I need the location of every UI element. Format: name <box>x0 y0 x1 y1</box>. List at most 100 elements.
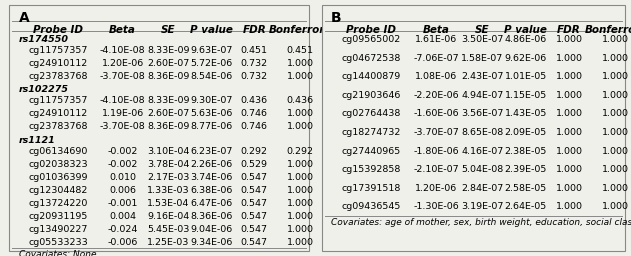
Text: 2.60E-07: 2.60E-07 <box>148 109 190 119</box>
Text: 1.000: 1.000 <box>556 184 582 193</box>
Text: cg02764438: cg02764438 <box>341 109 401 119</box>
Text: cg12304482: cg12304482 <box>28 186 88 195</box>
Text: 3.50E-07: 3.50E-07 <box>461 35 504 44</box>
Text: 1.01E-05: 1.01E-05 <box>505 72 547 81</box>
Text: Bonferroni: Bonferroni <box>269 25 331 35</box>
Text: 1.000: 1.000 <box>602 147 629 156</box>
Text: 1.000: 1.000 <box>556 147 582 156</box>
Text: 1.000: 1.000 <box>602 202 629 211</box>
Text: 8.36E-09: 8.36E-09 <box>147 122 190 132</box>
Text: 1.43E-05: 1.43E-05 <box>505 109 547 119</box>
Text: 1.53E-04: 1.53E-04 <box>147 199 190 208</box>
Text: 0.436: 0.436 <box>240 97 268 105</box>
Text: 1.000: 1.000 <box>602 109 629 119</box>
Text: cg11757357: cg11757357 <box>28 97 88 105</box>
Text: 2.17E-03: 2.17E-03 <box>147 173 190 182</box>
Text: 1.000: 1.000 <box>602 54 629 63</box>
Text: 0.732: 0.732 <box>240 72 268 81</box>
Text: Beta: Beta <box>423 25 449 35</box>
Text: cg11757357: cg11757357 <box>28 46 88 55</box>
Text: 1.25E-03: 1.25E-03 <box>147 238 190 247</box>
Text: 1.000: 1.000 <box>556 72 582 81</box>
Text: FDR: FDR <box>557 25 581 35</box>
Text: 3.74E-06: 3.74E-06 <box>190 173 233 182</box>
Text: -1.60E-06: -1.60E-06 <box>413 109 459 119</box>
Text: Probe ID: Probe ID <box>346 25 396 35</box>
Text: 8.65E-08: 8.65E-08 <box>461 128 504 137</box>
Text: 1.000: 1.000 <box>602 184 629 193</box>
Text: -3.70E-08: -3.70E-08 <box>100 72 146 81</box>
Text: -3.70E-07: -3.70E-07 <box>413 128 459 137</box>
Text: 1.000: 1.000 <box>286 159 314 169</box>
Text: -1.30E-06: -1.30E-06 <box>413 202 459 211</box>
Text: P value: P value <box>504 25 547 35</box>
Text: 3.19E-07: 3.19E-07 <box>461 202 504 211</box>
Text: 1.000: 1.000 <box>602 128 629 137</box>
Text: 2.60E-07: 2.60E-07 <box>148 59 190 68</box>
Text: Bonferroni: Bonferroni <box>584 25 631 35</box>
Text: cg01036399: cg01036399 <box>28 173 88 182</box>
Text: 6.23E-07: 6.23E-07 <box>190 147 233 156</box>
Text: 3.10E-04: 3.10E-04 <box>147 147 190 156</box>
Text: 2.84E-07: 2.84E-07 <box>461 184 504 193</box>
Text: 1.000: 1.000 <box>286 186 314 195</box>
Text: 1.61E-06: 1.61E-06 <box>415 35 457 44</box>
Text: Covariates: None: Covariates: None <box>18 250 96 256</box>
FancyBboxPatch shape <box>322 5 625 251</box>
Text: 0.292: 0.292 <box>286 147 314 156</box>
Text: P value: P value <box>190 25 233 35</box>
Text: 2.43E-07: 2.43E-07 <box>461 72 504 81</box>
Text: 0.451: 0.451 <box>286 46 314 55</box>
Text: 1.000: 1.000 <box>286 122 314 132</box>
Text: 0.547: 0.547 <box>240 199 268 208</box>
Text: -2.10E-07: -2.10E-07 <box>413 165 459 174</box>
Text: 1.000: 1.000 <box>286 59 314 68</box>
Text: -1.80E-06: -1.80E-06 <box>413 147 459 156</box>
Text: 2.26E-06: 2.26E-06 <box>190 159 232 169</box>
Text: 1.000: 1.000 <box>556 202 582 211</box>
Text: 1.000: 1.000 <box>286 109 314 119</box>
Text: rs174550: rs174550 <box>18 35 69 44</box>
Text: cg20931195: cg20931195 <box>28 212 88 221</box>
Text: 9.62E-06: 9.62E-06 <box>505 54 547 63</box>
Text: cg24910112: cg24910112 <box>29 109 88 119</box>
Text: -4.10E-08: -4.10E-08 <box>100 97 145 105</box>
Text: 6.47E-06: 6.47E-06 <box>190 199 232 208</box>
Text: 5.63E-06: 5.63E-06 <box>190 109 233 119</box>
Text: 9.16E-04: 9.16E-04 <box>148 212 190 221</box>
Text: cg02038323: cg02038323 <box>28 159 88 169</box>
Text: rs1121: rs1121 <box>18 135 56 145</box>
Text: 8.36E-06: 8.36E-06 <box>190 212 233 221</box>
Text: 3.56E-07: 3.56E-07 <box>461 109 504 119</box>
Text: 1.19E-06: 1.19E-06 <box>102 109 144 119</box>
Text: 8.54E-06: 8.54E-06 <box>190 72 232 81</box>
Text: 8.33E-09: 8.33E-09 <box>147 46 190 55</box>
Text: 8.36E-09: 8.36E-09 <box>147 72 190 81</box>
Text: 1.000: 1.000 <box>556 128 582 137</box>
Text: 4.86E-06: 4.86E-06 <box>505 35 547 44</box>
Text: cg13724220: cg13724220 <box>28 199 88 208</box>
Text: 0.006: 0.006 <box>109 186 136 195</box>
Text: 4.16E-07: 4.16E-07 <box>461 147 504 156</box>
Text: FDR: FDR <box>242 25 266 35</box>
Text: 8.33E-09: 8.33E-09 <box>147 97 190 105</box>
Text: cg17391518: cg17391518 <box>341 184 401 193</box>
Text: cg27440965: cg27440965 <box>341 147 401 156</box>
Text: 6.38E-06: 6.38E-06 <box>190 186 233 195</box>
Text: -0.002: -0.002 <box>107 147 138 156</box>
Text: 0.451: 0.451 <box>240 46 268 55</box>
Text: SE: SE <box>161 25 176 35</box>
Text: cg09565002: cg09565002 <box>341 35 401 44</box>
Text: Covariates: age of mother, sex, birth weight, education, social class: Covariates: age of mother, sex, birth we… <box>331 218 631 227</box>
Text: 1.000: 1.000 <box>556 35 582 44</box>
Text: 1.000: 1.000 <box>556 165 582 174</box>
Text: 1.000: 1.000 <box>286 238 314 247</box>
Text: -0.001: -0.001 <box>107 199 138 208</box>
Text: -0.006: -0.006 <box>107 238 138 247</box>
Text: -0.002: -0.002 <box>107 159 138 169</box>
Text: cg04672538: cg04672538 <box>341 54 401 63</box>
FancyBboxPatch shape <box>9 5 309 251</box>
Text: 0.292: 0.292 <box>240 147 268 156</box>
Text: 1.33E-03: 1.33E-03 <box>147 186 190 195</box>
Text: cg09436545: cg09436545 <box>341 202 401 211</box>
